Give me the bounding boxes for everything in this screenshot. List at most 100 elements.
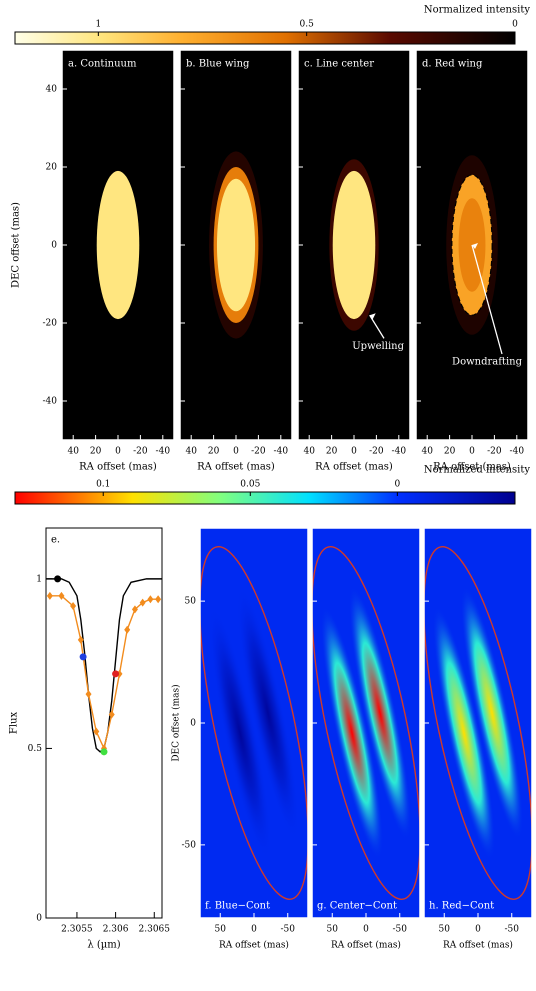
colorbar-tick-label: 0 bbox=[394, 480, 400, 490]
diamond-marker bbox=[124, 625, 131, 634]
x-tick-label: 40 bbox=[421, 447, 433, 457]
y-tick-label: -50 bbox=[182, 840, 197, 850]
arrow-head bbox=[472, 243, 478, 249]
panel-label: d. Red wing bbox=[422, 59, 483, 70]
y-tick-label: -40 bbox=[43, 397, 58, 407]
highlight-point bbox=[79, 653, 87, 661]
outline bbox=[424, 546, 532, 900]
panel-label: g. Center−Cont bbox=[317, 901, 397, 912]
y-axis-label: DEC offset (mas) bbox=[171, 684, 182, 761]
x-tick-label: 0 bbox=[475, 925, 481, 935]
colorbar-tick-label: 0.1 bbox=[96, 480, 110, 490]
x-tick-label: 20 bbox=[326, 447, 338, 457]
x-tick-label: 2.3055 bbox=[61, 925, 93, 935]
x-tick-label: -40 bbox=[156, 447, 171, 457]
x-tick-label: 0 bbox=[251, 925, 257, 935]
spectrum-line bbox=[46, 578, 162, 753]
y-tick-label: 0.5 bbox=[28, 744, 43, 754]
annotation: Downdrafting bbox=[452, 357, 523, 368]
dashed-outline bbox=[451, 174, 493, 316]
panel bbox=[424, 528, 532, 918]
x-axis-label: RA offset (mas) bbox=[331, 940, 401, 951]
diamond-marker bbox=[139, 598, 146, 607]
x-tick-label: 2.306 bbox=[103, 925, 129, 935]
diamond-marker bbox=[155, 595, 162, 604]
annotation-arrow bbox=[471, 244, 503, 355]
x-tick-label: -40 bbox=[392, 447, 407, 457]
highlight-point bbox=[112, 670, 120, 678]
y-axis-label: DEC offset (mas) bbox=[11, 202, 22, 288]
y-tick-label: 1 bbox=[36, 574, 42, 584]
x-axis-label: RA offset (mas) bbox=[79, 462, 157, 473]
panel-label: a. Continuum bbox=[68, 59, 137, 70]
diamond-marker bbox=[108, 710, 115, 719]
x-tick-label: 0 bbox=[233, 447, 239, 457]
diamond-marker bbox=[58, 591, 65, 600]
panel-label: f. Blue−Cont bbox=[205, 901, 270, 912]
annotation: Upwelling bbox=[352, 341, 404, 352]
disk bbox=[96, 170, 140, 320]
x-tick-label: -50 bbox=[393, 925, 408, 935]
diamond-marker bbox=[46, 591, 53, 600]
y-tick-label: 20 bbox=[46, 163, 58, 173]
x-tick-label: 0 bbox=[115, 447, 121, 457]
colorbar bbox=[14, 491, 516, 505]
lobe bbox=[348, 585, 412, 841]
y-tick-label: 0 bbox=[190, 719, 196, 729]
x-axis-label: RA offset (mas) bbox=[433, 462, 511, 473]
colorbar-tick-label: 0 bbox=[512, 20, 518, 30]
y-tick-label: -20 bbox=[43, 319, 58, 329]
lobe bbox=[236, 585, 300, 841]
y-tick-label: 50 bbox=[185, 597, 197, 607]
x-tick-label: -40 bbox=[274, 447, 289, 457]
x-tick-label: 2.3065 bbox=[139, 925, 171, 935]
colorbar-tick-label: 0.05 bbox=[240, 480, 260, 490]
y-tick-label: 40 bbox=[46, 85, 58, 95]
x-tick-label: 0 bbox=[351, 447, 357, 457]
x-tick-label: -50 bbox=[281, 925, 296, 935]
arrow-head bbox=[369, 313, 376, 320]
x-tick-label: 50 bbox=[439, 925, 451, 935]
panel-label: h. Red−Cont bbox=[429, 901, 494, 912]
colorbar bbox=[14, 31, 516, 45]
y-tick-label: 0 bbox=[36, 914, 42, 924]
x-tick-label: -20 bbox=[251, 447, 266, 457]
x-tick-label: -20 bbox=[133, 447, 148, 457]
x-axis-label: RA offset (mas) bbox=[197, 462, 275, 473]
x-tick-label: 20 bbox=[90, 447, 102, 457]
x-axis-label: RA offset (mas) bbox=[315, 462, 393, 473]
x-tick-label: 0 bbox=[363, 925, 369, 935]
highlight-point bbox=[54, 575, 62, 583]
x-tick-label: -40 bbox=[510, 447, 525, 457]
x-axis-label: RA offset (mas) bbox=[443, 940, 513, 951]
lobe bbox=[320, 605, 384, 861]
x-tick-label: -50 bbox=[505, 925, 520, 935]
lobe bbox=[460, 585, 524, 841]
panel-label: b. Blue wing bbox=[186, 59, 250, 70]
y-axis-label: Flux bbox=[9, 712, 20, 735]
diamond-marker bbox=[70, 602, 77, 610]
diamond-marker bbox=[93, 727, 100, 736]
annotation-arrow bbox=[369, 314, 385, 339]
panel bbox=[312, 528, 420, 918]
lobe bbox=[432, 605, 496, 861]
disk bbox=[332, 170, 376, 320]
colorbar-label: Normalized intensity bbox=[424, 5, 531, 16]
outline bbox=[200, 546, 308, 900]
x-tick-label: 50 bbox=[215, 925, 227, 935]
spectrum-frame bbox=[45, 527, 163, 919]
x-tick-label: 20 bbox=[444, 447, 456, 457]
x-axis-label: λ (µm) bbox=[87, 940, 120, 951]
x-tick-label: 40 bbox=[67, 447, 79, 457]
x-tick-label: -20 bbox=[487, 447, 502, 457]
diamond-marker bbox=[131, 605, 138, 614]
diamond-marker bbox=[147, 595, 154, 604]
outline bbox=[312, 546, 420, 900]
diamond-marker bbox=[77, 635, 84, 644]
panel-label: c. Line center bbox=[304, 59, 374, 70]
x-tick-label: 20 bbox=[208, 447, 220, 457]
x-tick-label: 40 bbox=[303, 447, 315, 457]
disk bbox=[216, 178, 256, 312]
lobe bbox=[208, 605, 272, 861]
